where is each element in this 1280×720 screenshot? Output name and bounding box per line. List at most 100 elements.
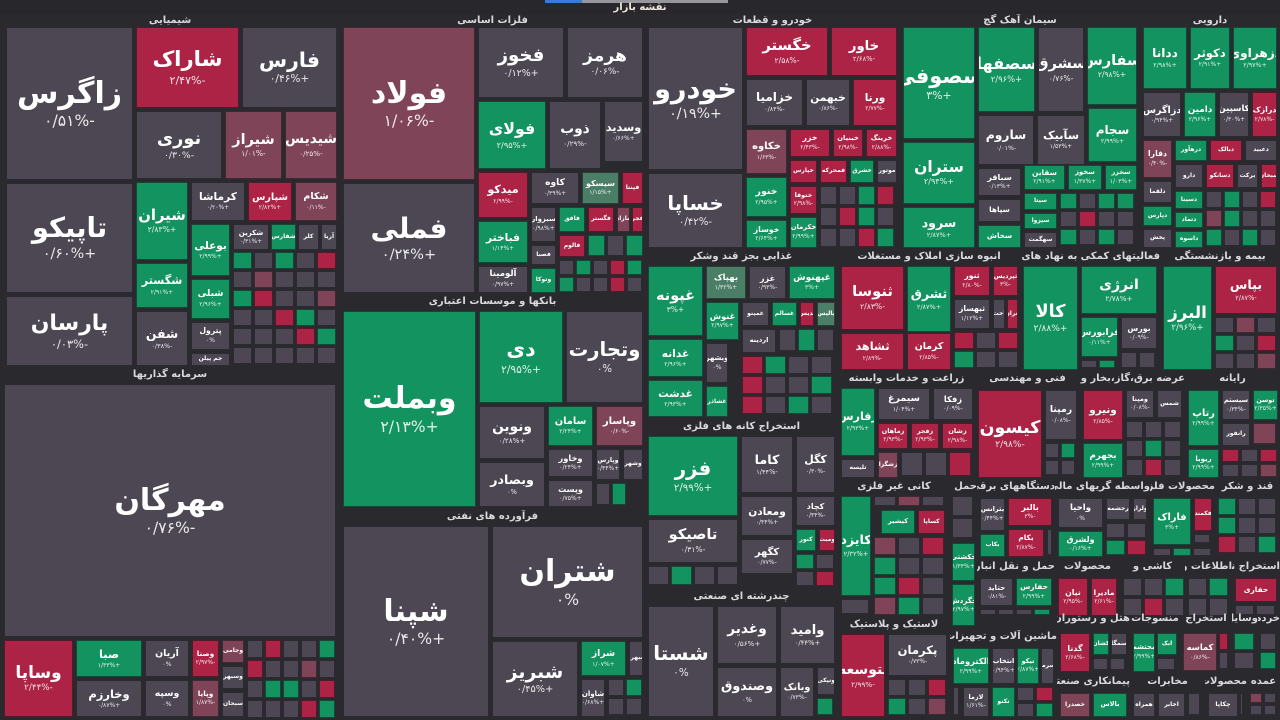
stock-tile[interactable]: خوساز +۲/۶۴% (746, 220, 787, 248)
stock-tile[interactable]: کگهر -۰/۷۷% (741, 539, 793, 574)
stock-tile[interactable]: فکمند (1194, 498, 1212, 531)
stock-tile[interactable]: سخاش (978, 225, 1021, 248)
stock-tile[interactable]: ثشرق +۲/۸۷% (907, 266, 951, 332)
filler-tile[interactable] (874, 496, 896, 506)
stock-tile[interactable]: غنوش +۲/۹۷% (706, 302, 739, 340)
filler-tile[interactable] (301, 700, 317, 718)
stock-tile[interactable]: فولاد -۱/۰۶% (343, 27, 475, 180)
stock-tile[interactable]: دعبید (1245, 140, 1277, 161)
filler-tile[interactable] (247, 680, 263, 698)
filler-tile[interactable] (559, 260, 574, 275)
stock-tile[interactable]: اخابر (1158, 693, 1185, 717)
stock-tile[interactable]: ساروم -۰/۰۱% (978, 115, 1034, 165)
stock-tile[interactable]: وبشهر ۰% (706, 343, 728, 383)
stock-tile[interactable]: زماهان -۲/۹۳% (878, 423, 908, 449)
filler-tile[interactable] (317, 271, 336, 288)
stock-tile[interactable]: شبهرن (629, 641, 643, 676)
filler-tile[interactable] (976, 332, 996, 349)
stock-tile[interactable]: زشگزا (878, 452, 898, 478)
filler-tile[interactable] (296, 328, 315, 345)
stock-tile[interactable]: شکرین +۰/۳۱% (233, 224, 269, 250)
stock-tile[interactable]: شگستر +۲/۹۱% (136, 263, 188, 308)
stock-tile[interactable]: بکام -۲/۸۷% (1008, 529, 1044, 557)
stock-tile[interactable]: وسدید +۰/۶۶% (604, 101, 643, 162)
filler-tile[interactable] (779, 329, 796, 351)
filler-tile[interactable] (788, 396, 809, 414)
filler-tile[interactable] (1257, 317, 1276, 333)
filler-tile[interactable] (1218, 517, 1236, 534)
filler-tile[interactable] (1098, 193, 1115, 209)
stock-tile[interactable]: کالا +۲/۸۸% (1023, 266, 1078, 370)
filler-tile[interactable] (1144, 598, 1163, 616)
filler-tile[interactable] (1215, 353, 1234, 369)
filler-tile[interactable] (275, 252, 294, 269)
filler-tile[interactable] (811, 396, 832, 414)
stock-tile[interactable]: کساپا (918, 510, 945, 534)
stock-tile[interactable]: سمگا (1111, 633, 1127, 655)
stock-tile[interactable]: فالوم (559, 235, 585, 257)
filler-tile[interactable] (765, 376, 786, 394)
filler-tile[interactable] (1045, 460, 1059, 475)
stock-tile[interactable]: فزر +۲/۹۹% (648, 436, 738, 516)
stock-tile[interactable]: کگل -۰/۳۰% (796, 436, 835, 493)
filler-tile[interactable] (283, 660, 299, 678)
filler-tile[interactable] (1081, 360, 1097, 368)
filler-tile[interactable] (254, 252, 273, 269)
filler-tile[interactable] (820, 186, 837, 205)
stock-tile[interactable]: تکنو (992, 687, 1015, 717)
filler-tile[interactable] (908, 698, 926, 715)
stock-tile[interactable]: وامید +۰/۴۴% (780, 606, 835, 664)
filler-tile[interactable] (317, 328, 336, 345)
stock-tile[interactable]: شبلی +۲/۹۶% (191, 279, 230, 319)
stock-tile[interactable]: تیکو +۲/۸۷% (1017, 648, 1039, 684)
stock-tile[interactable]: سیتا (1024, 193, 1057, 210)
stock-tile[interactable]: سشرق -۰/۷۶% (1038, 27, 1084, 112)
stock-tile[interactable]: نوری -۰/۳۰% (136, 111, 222, 179)
filler-tile[interactable] (717, 566, 738, 585)
stock-tile[interactable]: غزر -۰/۹۳% (749, 266, 786, 299)
filler-tile[interactable] (1222, 449, 1239, 462)
filler-tile[interactable] (1258, 536, 1276, 553)
filler-tile[interactable] (796, 571, 814, 586)
stock-tile[interactable]: غپهنوش +۳% (789, 266, 835, 299)
filler-tile[interactable] (922, 557, 944, 575)
filler-tile[interactable] (1250, 693, 1262, 703)
stock-tile[interactable]: فافق (559, 207, 585, 232)
filler-tile[interactable] (1260, 449, 1277, 462)
filler-tile[interactable] (317, 252, 336, 269)
stock-tile[interactable]: وتوکا (531, 268, 556, 293)
filler-tile[interactable] (820, 228, 837, 247)
filler-tile[interactable] (1215, 335, 1234, 351)
filler-tile[interactable] (765, 356, 786, 374)
stock-tile[interactable]: کچاد -۰/۴۴% (796, 496, 835, 526)
stock-tile[interactable]: همراه (1133, 693, 1155, 717)
filler-tile[interactable] (922, 537, 944, 555)
stock-tile[interactable]: سآبیک +۱/۵۳% (1037, 115, 1085, 165)
stock-tile[interactable]: سبزوار +۰/۹۸% (531, 207, 556, 242)
filler-tile[interactable] (811, 376, 832, 394)
stock-tile[interactable]: سبحان (1261, 164, 1277, 188)
filler-tile[interactable] (1034, 609, 1050, 615)
stock-tile[interactable]: ددانا +۲/۹۸% (1143, 27, 1187, 89)
stock-tile[interactable]: وپاسار -۰/۶۰% (596, 406, 643, 446)
filler-tile[interactable] (296, 290, 315, 307)
filler-tile[interactable] (898, 557, 920, 575)
filler-tile[interactable] (798, 329, 815, 351)
stock-tile[interactable]: بالبر -۳% (1008, 498, 1052, 526)
filler-tile[interactable] (839, 228, 856, 247)
filler-tile[interactable] (1145, 440, 1162, 457)
filler-tile[interactable] (626, 235, 643, 256)
filler-tile[interactable] (1126, 421, 1143, 438)
stock-tile[interactable]: سصفها +۲/۹۶% (978, 27, 1035, 112)
filler-tile[interactable] (1093, 658, 1108, 670)
filler-tile[interactable] (1236, 353, 1255, 369)
stock-tile[interactable]: غسالم (772, 302, 797, 326)
filler-tile[interactable] (1117, 193, 1134, 209)
filler-tile[interactable] (742, 396, 763, 414)
filler-tile[interactable] (1224, 191, 1240, 208)
stock-tile[interactable]: بترانس +۰/۴۴% (980, 498, 1005, 531)
filler-tile[interactable] (233, 347, 252, 364)
filler-tile[interactable] (576, 260, 591, 275)
stock-tile[interactable]: زفارس+۲/۹۳% (841, 388, 875, 456)
filler-tile[interactable] (1257, 353, 1276, 369)
